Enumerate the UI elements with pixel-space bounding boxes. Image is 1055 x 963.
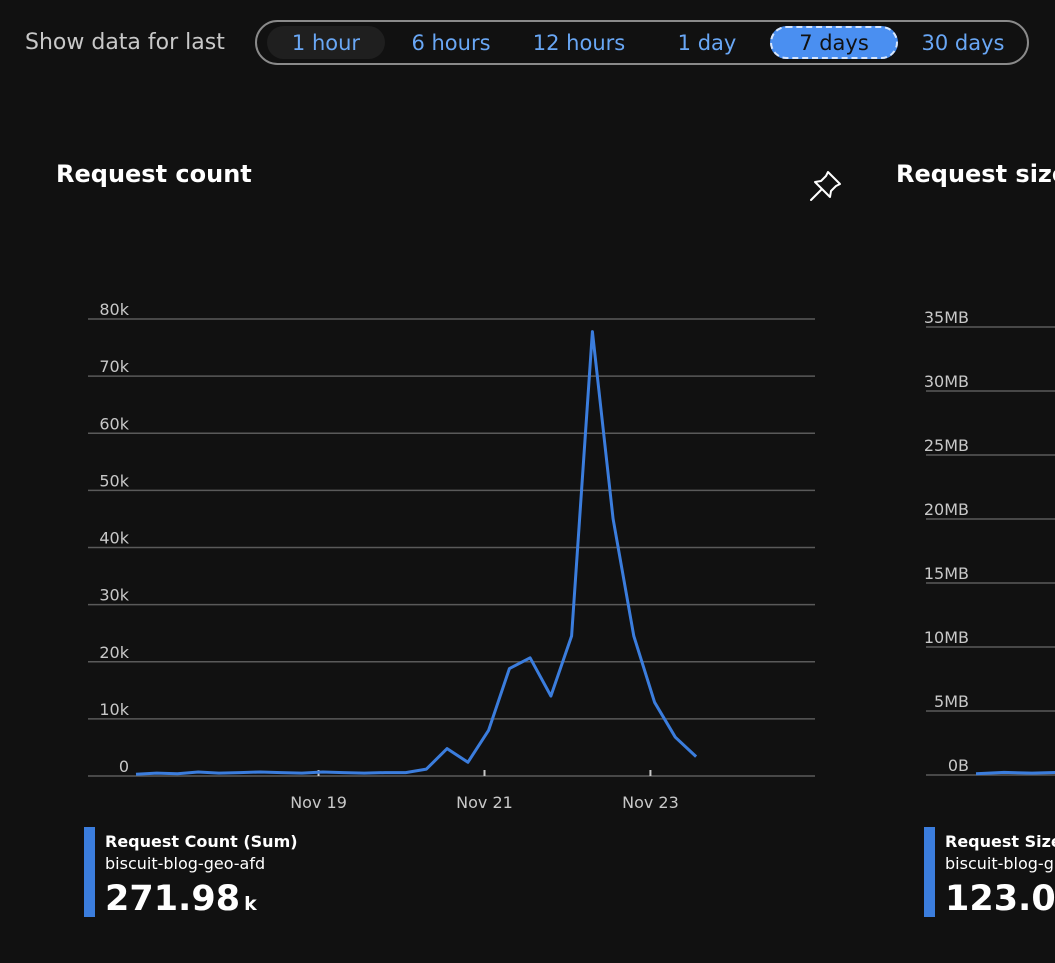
time-range-1-hour[interactable]: 1 hour (267, 26, 385, 59)
y-tick-label: 70k (99, 357, 129, 376)
legend-total-value: 123.09 (945, 879, 1055, 917)
time-range-1-day[interactable]: 1 day (677, 30, 737, 55)
request-count-legend[interactable]: Request Count (Sum) biscuit-blog-geo-afd… (84, 827, 384, 919)
y-tick-label: 5MB (934, 692, 969, 711)
time-range-12-hours[interactable]: 12 hours (532, 30, 626, 55)
legend-color-swatch (84, 827, 95, 917)
series-line-request-size (975, 770, 1055, 776)
x-tick-label: Nov 19 (290, 793, 347, 812)
y-tick-label: 0B (948, 756, 969, 775)
y-tick-label: 0 (119, 757, 129, 776)
y-tick-label: 30MB (924, 372, 969, 391)
request-size-legend[interactable]: Request Size ( biscuit-blog-g 123.09 (924, 827, 1055, 917)
y-tick-label: 40k (99, 529, 129, 548)
y-tick-label: 10k (99, 700, 129, 719)
legend-metric-name: Request Count (Sum) (105, 832, 298, 851)
y-tick-label: 10MB (924, 628, 969, 647)
x-tick-label: Nov 23 (622, 793, 679, 812)
pin-icon[interactable] (806, 166, 846, 206)
legend-resource-name: biscuit-blog-geo-afd (105, 854, 266, 873)
time-range-6-hours[interactable]: 6 hours (411, 30, 491, 55)
legend-resource-name: biscuit-blog-g (945, 854, 1054, 873)
y-tick-label: 20k (99, 643, 129, 662)
request-size-title: Request size (896, 160, 1055, 188)
legend-metric-name: Request Size ( (945, 832, 1055, 851)
time-range-selector: 1 hour 6 hours 12 hours 1 day 7 days 30 … (255, 20, 1029, 65)
legend-total-number: 123.09 (945, 879, 1055, 917)
time-range-30-days[interactable]: 30 days (921, 30, 1005, 55)
y-tick-label: 60k (99, 414, 129, 433)
legend-total-number: 271.98 (105, 879, 241, 919)
y-tick-label: 30k (99, 586, 129, 605)
legend-total-value: 271.98 k (105, 879, 257, 919)
y-tick-label: 20MB (924, 500, 969, 519)
x-tick-label: Nov 21 (456, 793, 513, 812)
y-tick-label: 15MB (924, 564, 969, 583)
y-tick-label: 25MB (924, 436, 969, 455)
y-tick-label: 80k (99, 300, 129, 319)
time-range-label: Show data for last (25, 30, 225, 55)
request-count-title: Request count (56, 160, 252, 188)
y-tick-label: 50k (99, 471, 129, 490)
time-range-7-days[interactable]: 7 days (770, 26, 898, 59)
legend-color-swatch (924, 827, 935, 917)
series-line-request-count (135, 330, 698, 776)
legend-total-unit: k (244, 893, 257, 915)
y-tick-label: 35MB (924, 308, 969, 327)
